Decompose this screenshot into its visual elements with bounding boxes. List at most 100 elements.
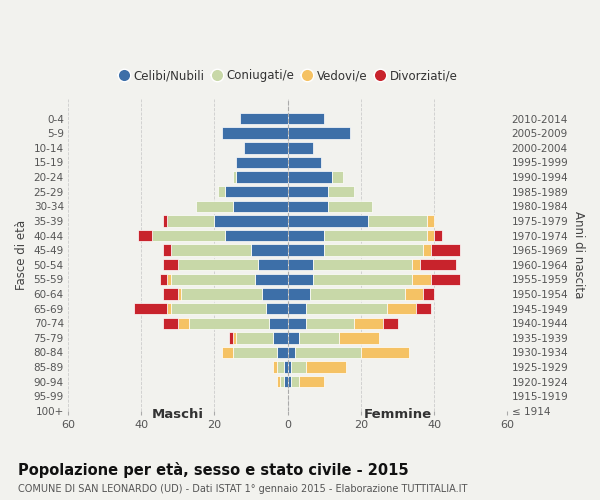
Bar: [236, 332, 273, 344]
Bar: [244, 142, 287, 154]
Bar: [196, 200, 233, 212]
Bar: [284, 362, 287, 373]
Bar: [233, 172, 236, 183]
Bar: [226, 186, 287, 198]
Bar: [287, 274, 313, 285]
Bar: [160, 274, 167, 285]
Bar: [266, 303, 287, 314]
Bar: [222, 128, 287, 139]
Bar: [163, 215, 167, 226]
Bar: [214, 215, 287, 226]
Bar: [218, 186, 226, 198]
Bar: [325, 230, 427, 241]
Bar: [287, 362, 292, 373]
Bar: [277, 376, 280, 388]
Bar: [233, 200, 287, 212]
Bar: [423, 288, 434, 300]
Bar: [287, 113, 325, 124]
Bar: [170, 244, 251, 256]
Text: Femmine: Femmine: [364, 408, 431, 421]
Bar: [361, 347, 409, 358]
Bar: [287, 288, 310, 300]
Bar: [292, 376, 299, 388]
Bar: [280, 376, 284, 388]
Bar: [423, 244, 431, 256]
Bar: [306, 303, 386, 314]
Bar: [306, 362, 346, 373]
Bar: [277, 347, 287, 358]
Bar: [287, 376, 292, 388]
Bar: [226, 230, 287, 241]
Bar: [287, 244, 325, 256]
Bar: [273, 362, 277, 373]
Bar: [287, 230, 325, 241]
Bar: [412, 274, 431, 285]
Bar: [262, 288, 287, 300]
Bar: [178, 288, 181, 300]
Bar: [419, 259, 456, 270]
Bar: [273, 332, 287, 344]
Bar: [284, 376, 287, 388]
Bar: [181, 288, 262, 300]
Bar: [310, 288, 405, 300]
Bar: [287, 215, 368, 226]
Bar: [368, 215, 427, 226]
Bar: [427, 215, 434, 226]
Bar: [339, 332, 379, 344]
Text: Maschi: Maschi: [152, 408, 204, 421]
Bar: [332, 172, 343, 183]
Bar: [255, 274, 287, 285]
Bar: [313, 259, 412, 270]
Bar: [236, 172, 287, 183]
Bar: [292, 362, 306, 373]
Bar: [233, 332, 236, 344]
Bar: [163, 318, 178, 329]
Bar: [434, 230, 442, 241]
Bar: [427, 230, 434, 241]
Bar: [178, 318, 189, 329]
Bar: [152, 230, 226, 241]
Bar: [405, 288, 423, 300]
Bar: [328, 186, 353, 198]
Bar: [178, 259, 259, 270]
Bar: [259, 259, 287, 270]
Bar: [287, 200, 328, 212]
Bar: [277, 362, 284, 373]
Bar: [295, 347, 361, 358]
Bar: [269, 318, 287, 329]
Bar: [137, 230, 152, 241]
Bar: [287, 142, 313, 154]
Y-axis label: Anni di nascita: Anni di nascita: [572, 212, 585, 298]
Bar: [431, 244, 460, 256]
Bar: [313, 274, 412, 285]
Bar: [163, 288, 178, 300]
Bar: [170, 274, 255, 285]
Bar: [240, 113, 287, 124]
Bar: [287, 347, 295, 358]
Bar: [412, 259, 419, 270]
Bar: [167, 303, 170, 314]
Bar: [163, 244, 170, 256]
Bar: [222, 347, 233, 358]
Bar: [325, 244, 423, 256]
Bar: [299, 332, 339, 344]
Bar: [287, 156, 320, 168]
Bar: [353, 318, 383, 329]
Y-axis label: Fasce di età: Fasce di età: [15, 220, 28, 290]
Bar: [287, 128, 350, 139]
Legend: Celibi/Nubili, Coniugati/e, Vedovi/e, Divorziati/e: Celibi/Nubili, Coniugati/e, Vedovi/e, Di…: [113, 64, 463, 87]
Bar: [287, 172, 332, 183]
Bar: [431, 274, 460, 285]
Bar: [416, 303, 431, 314]
Bar: [236, 156, 287, 168]
Bar: [167, 215, 214, 226]
Bar: [328, 200, 372, 212]
Bar: [287, 303, 306, 314]
Text: Popolazione per età, sesso e stato civile - 2015: Popolazione per età, sesso e stato civil…: [18, 462, 409, 478]
Bar: [383, 318, 398, 329]
Bar: [233, 347, 277, 358]
Bar: [170, 303, 266, 314]
Bar: [386, 303, 416, 314]
Bar: [163, 259, 178, 270]
Bar: [134, 303, 167, 314]
